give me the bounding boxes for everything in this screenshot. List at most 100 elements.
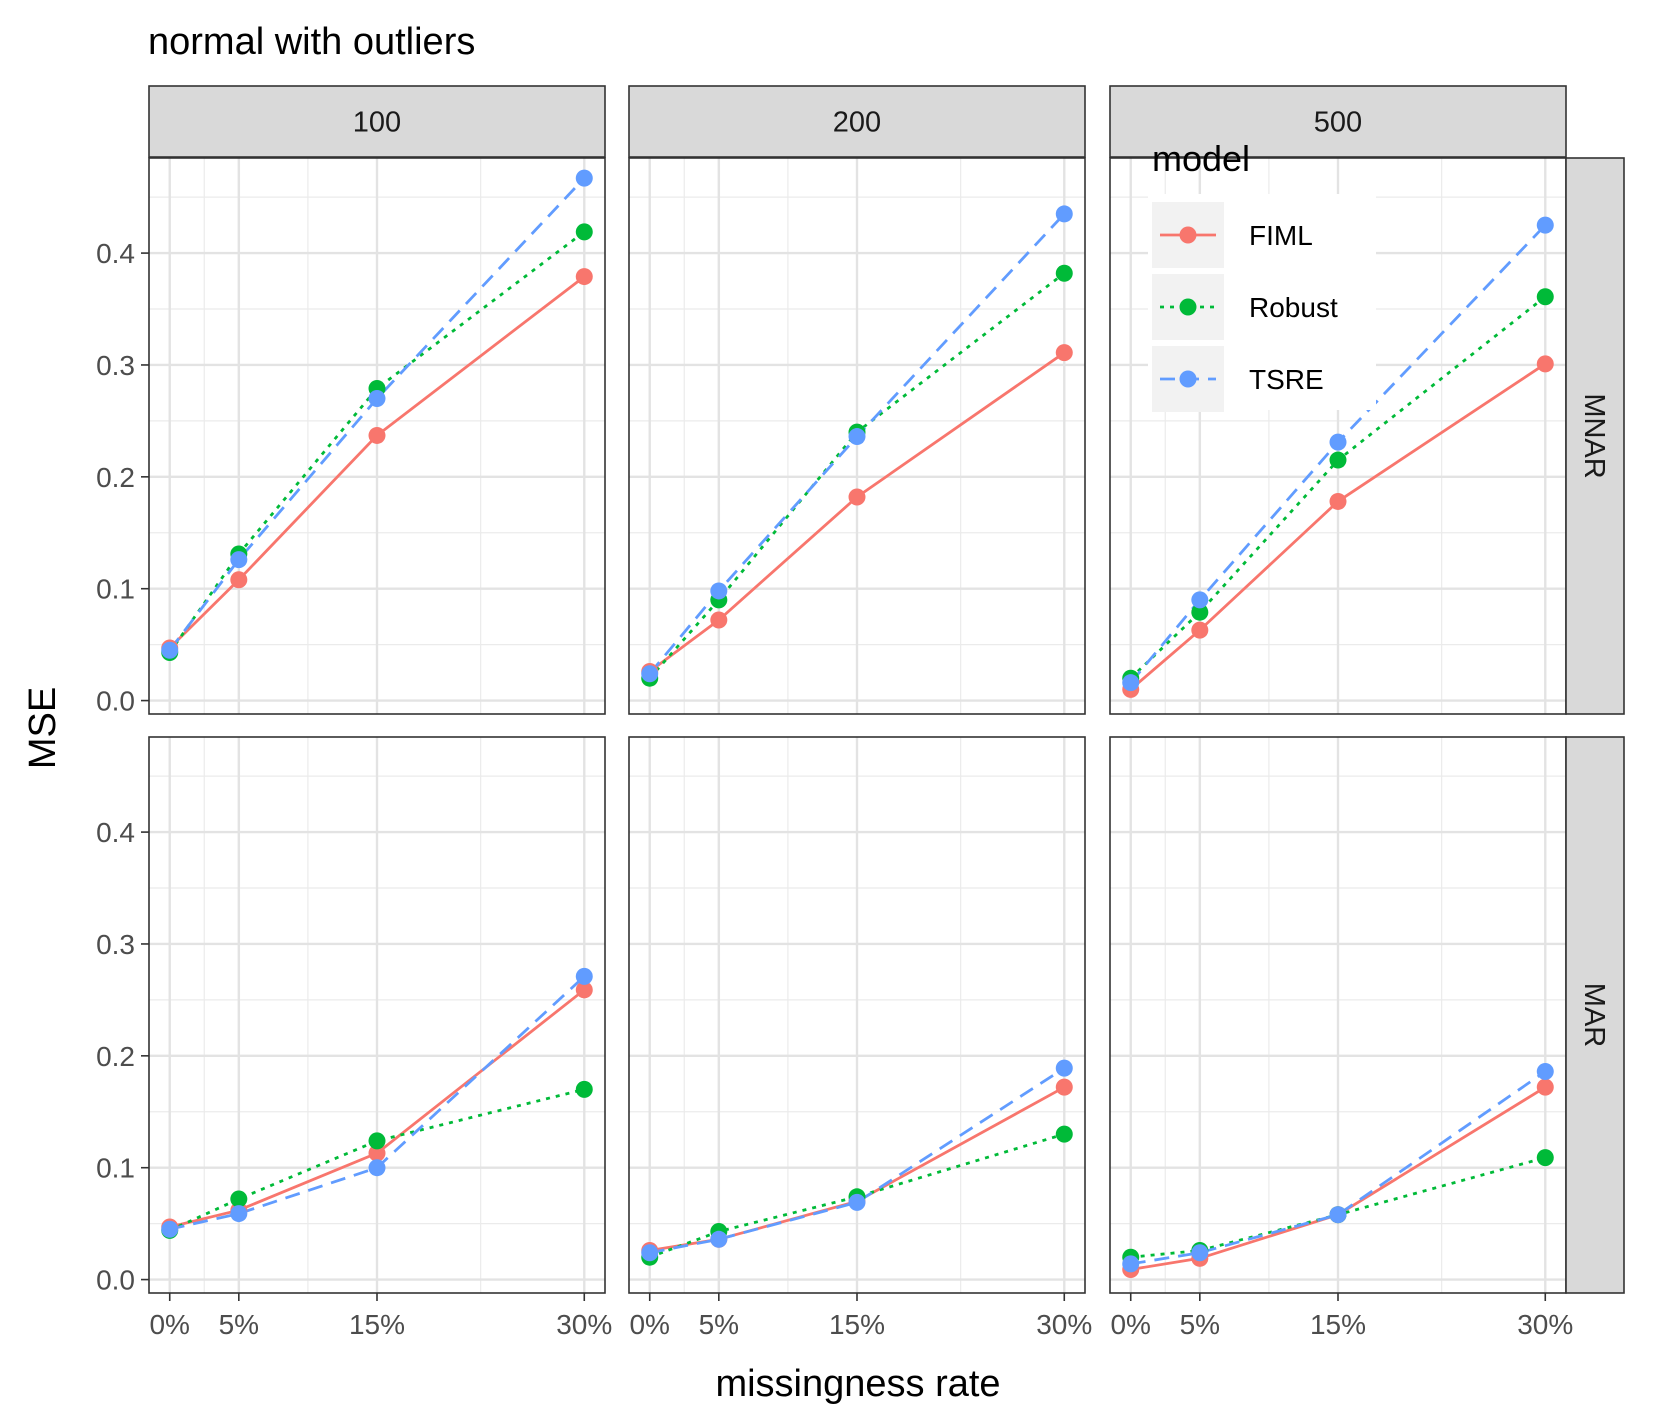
data-point-tsre [368, 1159, 386, 1177]
data-point-tsre [848, 1193, 866, 1211]
data-point-tsre [161, 641, 179, 659]
legend: model FIML Robust TSRE [1148, 138, 1376, 412]
x-tick-label: 0% [629, 1309, 669, 1340]
y-tick-label: 0.4 [96, 817, 135, 848]
data-point-fiml [1055, 344, 1073, 362]
data-point-tsre [1122, 1255, 1140, 1273]
strip-background [628, 85, 1086, 158]
data-point-tsre [848, 428, 866, 446]
legend-title: model [1152, 138, 1250, 179]
x-axis-title: missingness rate [715, 1363, 1000, 1405]
legend-key-point [1179, 370, 1197, 388]
x-tick-label: 30% [556, 1309, 612, 1340]
y-tick-label: 0.1 [96, 574, 135, 605]
axes-layer: 0.0 0.1 0.2 0.3 0.4 0.0 0.1 0.2 0.3 0.4 0% 5% 15% 30%… [96, 238, 1573, 1340]
series-line-tsre [168, 177, 586, 652]
strip-label: 500 [1314, 107, 1362, 139]
panel-MAR-500 [1109, 736, 1567, 1294]
x-axis-100: 0% 5% 15% 30% [149, 1293, 612, 1340]
strip-top-200: 200 [628, 85, 1086, 158]
series-line-tsre [648, 212, 1066, 675]
x-axis-500: 0% 5% 15% 30% [1110, 1293, 1573, 1340]
data-point-fiml [230, 571, 248, 589]
series-line-robust [1130, 1156, 1546, 1259]
panel-MNAR-100 [148, 157, 606, 715]
data-point-fiml [575, 268, 593, 286]
legend-label: TSRE [1249, 364, 1324, 395]
series-line-fiml [648, 351, 1066, 673]
strip-background [1565, 736, 1625, 1294]
data-point-tsre [368, 390, 386, 408]
series-line-fiml [168, 275, 586, 649]
data-point-robust [575, 1080, 593, 1098]
strip-right-MNAR: MNAR [1565, 157, 1625, 715]
data-point-tsre [1536, 216, 1554, 234]
x-tick-label: 5% [699, 1309, 739, 1340]
y-axis-MAR: 0.0 0.1 0.2 0.3 0.4 [96, 817, 149, 1296]
data-point-tsre [1329, 433, 1347, 451]
legend-entry-fiml: FIML [1152, 202, 1313, 268]
strip-right-MAR: MAR [1565, 736, 1625, 1294]
x-tick-label: 15% [1310, 1309, 1366, 1340]
data-point-fiml [1329, 492, 1347, 510]
series-line-robust [169, 1088, 585, 1232]
x-tick-label: 30% [1036, 1309, 1092, 1340]
x-tick-label: 15% [829, 1309, 885, 1340]
data-point-tsre [1191, 1244, 1209, 1262]
x-axis-200: 0% 5% 15% 30% [629, 1293, 1092, 1340]
x-tick-label: 30% [1517, 1309, 1573, 1340]
data-point-fiml [1536, 355, 1554, 373]
data-point-tsre [641, 665, 659, 683]
series-line-tsre [169, 975, 586, 1231]
y-tick-label: 0.2 [96, 1041, 135, 1072]
data-point-robust [230, 1190, 248, 1208]
series-line-fiml [1129, 362, 1547, 691]
data-point-tsre [161, 1220, 179, 1238]
legend-label: FIML [1249, 220, 1313, 251]
data-point-tsre [1191, 591, 1209, 609]
series-line-tsre [649, 1066, 1066, 1255]
strip-background [148, 85, 606, 158]
y-tick-label: 0.0 [96, 1265, 135, 1296]
data-point-robust [1191, 603, 1209, 621]
legend-key-point [1179, 226, 1197, 244]
legend-entry-tsre: TSRE [1152, 346, 1324, 412]
strip-label: MAR [1578, 983, 1610, 1047]
y-axis-MNAR: 0.0 0.1 0.2 0.3 0.4 [96, 238, 149, 717]
y-tick-label: 0.2 [96, 462, 135, 493]
strip-top-500: 500 [1109, 85, 1567, 158]
strip-top-100: 100 [148, 85, 606, 158]
chart-title: normal with outliers [148, 21, 475, 63]
y-tick-label: 0.3 [96, 929, 135, 960]
data-point-tsre [1329, 1206, 1347, 1224]
data-point-fiml [1191, 621, 1209, 639]
data-point-robust [1055, 1125, 1073, 1143]
data-point-tsre [230, 551, 248, 569]
x-tick-label: 5% [1180, 1309, 1220, 1340]
facet-strips: 100 200 500 MNAR MAR [148, 85, 1625, 1294]
data-point-tsre [1055, 1059, 1073, 1077]
series-line-tsre [1129, 224, 1547, 684]
panel-border [628, 157, 1086, 715]
y-tick-label: 0.3 [96, 350, 135, 381]
strip-background [1565, 157, 1625, 715]
strip-label: MNAR [1578, 393, 1610, 478]
data-point-fiml [848, 488, 866, 506]
x-tick-label: 0% [1110, 1309, 1150, 1340]
strip-label: 200 [833, 107, 881, 139]
x-tick-label: 5% [219, 1309, 259, 1340]
legend-entry-robust: Robust [1152, 274, 1338, 340]
strip-label: 100 [353, 107, 401, 139]
y-tick-label: 0.1 [96, 1153, 135, 1184]
y-axis-title: MSE [22, 687, 64, 769]
y-tick-label: 0.0 [96, 686, 135, 717]
data-point-robust [1329, 451, 1347, 469]
data-point-robust [575, 223, 593, 241]
series-line-tsre [1130, 1070, 1547, 1266]
data-point-fiml [368, 1144, 386, 1162]
data-point-fiml [1055, 1078, 1073, 1096]
data-point-tsre [710, 582, 728, 600]
panel-MNAR-200 [628, 157, 1086, 715]
data-point-fiml [575, 981, 593, 999]
data-point-fiml [1536, 1078, 1554, 1096]
